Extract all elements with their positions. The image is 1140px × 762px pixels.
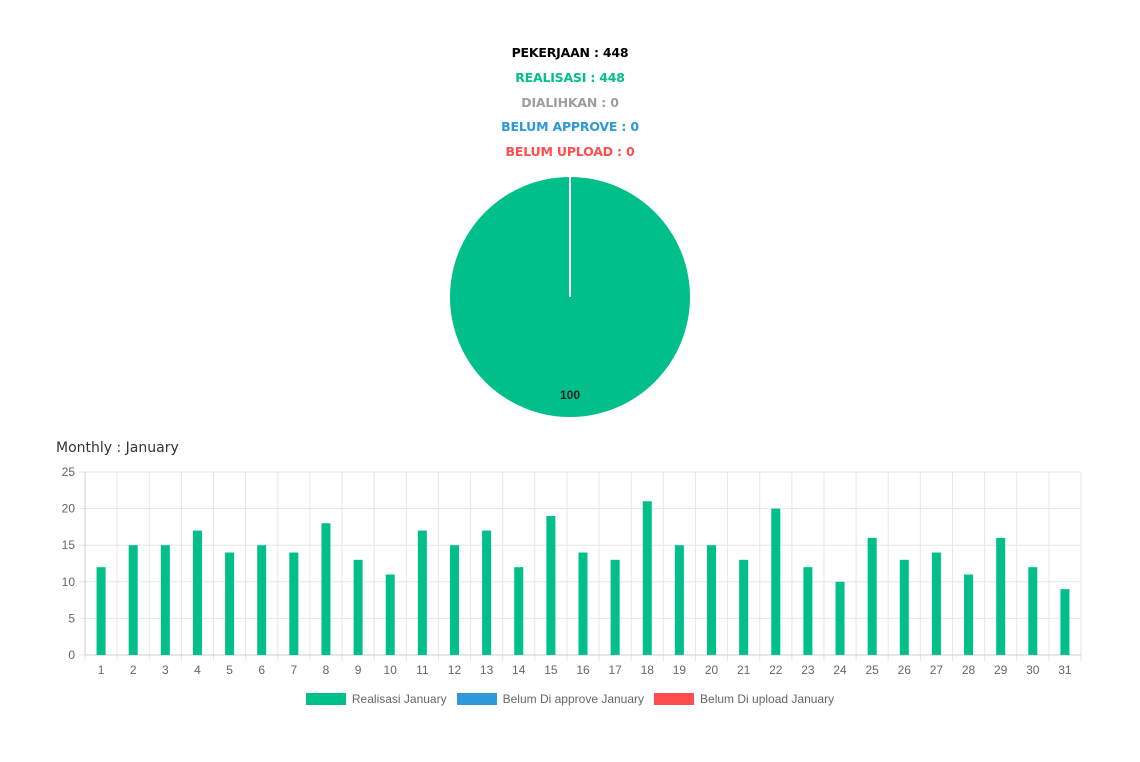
bar — [192, 530, 202, 655]
legend-swatch — [654, 693, 695, 705]
x-tick-label: 24 — [833, 663, 847, 677]
x-tick-label: 14 — [512, 663, 526, 677]
dialihkan-count: DIALIHKAN : 0 — [521, 94, 619, 110]
monthly-title: Monthly : January — [56, 440, 179, 456]
bar — [385, 574, 395, 655]
bar — [578, 552, 588, 655]
x-tick-label: 7 — [290, 663, 297, 677]
y-tick-label: 0 — [68, 648, 75, 662]
x-tick-label: 2 — [130, 663, 137, 677]
bar — [160, 545, 170, 655]
legend-item[interactable]: Belum Di upload January — [654, 692, 834, 706]
summary-stats: PEKERJAAN : 448 REALISASI : 448 DIALIHKA… — [0, 44, 1140, 168]
y-tick-label: 5 — [68, 611, 75, 625]
x-tick-label: 15 — [544, 663, 558, 677]
bar — [707, 545, 717, 655]
x-tick-label: 5 — [226, 663, 233, 677]
bar — [964, 574, 974, 655]
y-tick-label: 15 — [62, 538, 76, 552]
bar — [739, 559, 749, 655]
pekerjaan-count: PEKERJAAN : 448 — [511, 45, 629, 60]
bar — [225, 552, 235, 655]
x-tick-label: 26 — [898, 663, 912, 677]
bar — [289, 552, 299, 655]
bar — [996, 537, 1006, 655]
bar — [1028, 567, 1038, 655]
legend-label: Belum Di approve January — [502, 692, 645, 706]
x-tick-label: 8 — [323, 663, 330, 677]
bar — [899, 559, 909, 655]
pie-chart-svg: 100 — [450, 177, 690, 417]
bar — [514, 567, 524, 655]
bar — [257, 545, 267, 655]
x-tick-label: 11 — [416, 663, 429, 677]
x-tick-label: 1 — [98, 663, 105, 677]
x-tick-label: 12 — [448, 663, 462, 677]
bar — [674, 545, 684, 655]
bar — [610, 559, 620, 655]
bar — [642, 501, 652, 655]
x-tick-label: 31 — [1058, 663, 1072, 677]
bar — [771, 508, 781, 655]
x-tick-label: 16 — [576, 663, 590, 677]
bar — [546, 515, 556, 655]
x-tick-label: 18 — [641, 663, 655, 677]
legend-swatch — [305, 693, 346, 705]
x-tick-label: 20 — [705, 663, 719, 677]
x-tick-label: 13 — [480, 663, 494, 677]
x-tick-label: 17 — [608, 663, 622, 677]
x-tick-label: 30 — [1026, 663, 1040, 677]
legend-label: Belum Di upload January — [700, 692, 835, 706]
x-tick-label: 28 — [962, 663, 976, 677]
x-tick-label: 6 — [258, 663, 265, 677]
belum-approve-count: BELUM APPROVE : 0 — [501, 119, 639, 135]
y-tick-label: 10 — [62, 575, 76, 589]
bar — [931, 552, 941, 655]
x-tick-label: 27 — [930, 663, 944, 677]
x-tick-label: 29 — [994, 663, 1008, 677]
pie-chart: 100 — [449, 176, 691, 418]
bar — [128, 545, 138, 655]
x-tick-label: 22 — [769, 663, 783, 677]
bar — [867, 537, 877, 655]
bar — [1060, 589, 1070, 655]
bar — [449, 545, 459, 655]
x-tick-label: 3 — [162, 663, 169, 677]
bar — [353, 559, 363, 655]
legend-item[interactable]: Realisasi January — [305, 692, 447, 706]
bar — [482, 530, 492, 655]
x-tick-label: 4 — [194, 663, 201, 677]
y-tick-label: 20 — [62, 502, 76, 516]
realisasi-count: REALISASI : 448 — [515, 69, 625, 85]
pie-data-label: 100 — [560, 388, 580, 402]
belum-upload-count: BELUM UPLOAD : 0 — [505, 144, 635, 159]
bar — [803, 567, 813, 655]
bar — [321, 523, 331, 655]
bar-chart-legend: Realisasi January Belum Di approve Januar… — [0, 692, 1140, 706]
bar — [96, 567, 106, 655]
x-tick-label: 23 — [801, 663, 815, 677]
bar — [835, 581, 845, 655]
legend-swatch — [456, 693, 497, 705]
y-tick-label: 25 — [62, 465, 76, 479]
x-tick-label: 19 — [673, 663, 687, 677]
legend-item[interactable]: Belum Di approve January — [456, 692, 645, 706]
bar — [417, 530, 427, 655]
x-tick-label: 25 — [865, 663, 879, 677]
x-tick-label: 9 — [355, 663, 362, 677]
x-tick-label: 10 — [384, 663, 398, 677]
legend-label: Realisasi January — [351, 692, 447, 706]
x-tick-label: 21 — [737, 663, 751, 677]
